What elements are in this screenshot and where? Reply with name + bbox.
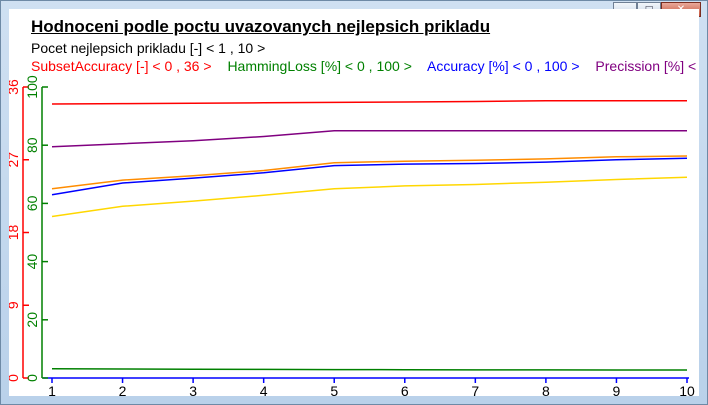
x-tick-label-8: 8 [542, 383, 550, 396]
series-line-series-5 [51, 176, 688, 218]
chart-area: Hodnoceni podle poctu uvazovanych nejlep… [9, 9, 699, 396]
series-line-hammingloss [51, 367, 687, 371]
y-tick-label-subsetaccuracy-36: 36 [9, 79, 21, 95]
series-line-accuracy [51, 157, 688, 196]
x-tick-label-3: 3 [189, 383, 197, 396]
x-tick-label-4: 4 [260, 383, 268, 396]
y-tick-label-hammingloss-100: 100 [24, 75, 40, 99]
y-tick-label-subsetaccuracy-0: 0 [9, 374, 21, 382]
legend-entry-subsetaccuracy: SubsetAccuracy [-] < 0 , 36 > [31, 58, 212, 74]
line-chart: 1234567891009182736020406080100 [9, 75, 695, 396]
x-tick-label-2: 2 [119, 383, 127, 396]
y-tick-label-hammingloss-60: 60 [24, 195, 40, 211]
y-tick-label-hammingloss-80: 80 [24, 137, 40, 153]
y-tick-label-subsetaccuracy-9: 9 [9, 301, 21, 309]
chart-title: Hodnoceni podle poctu uvazovanych nejlep… [31, 17, 491, 36]
series-line-precission [51, 129, 687, 148]
y-tick-label-hammingloss-40: 40 [24, 254, 40, 270]
series-line-series-4 [51, 155, 688, 190]
y-tick-label-subsetaccuracy-18: 18 [9, 225, 21, 241]
x-tick-label-1: 1 [48, 383, 56, 396]
y-tick-label-subsetaccuracy-27: 27 [9, 152, 21, 168]
series-line-subsetaccuracy [51, 99, 687, 105]
x-tick-label-10: 10 [679, 383, 695, 396]
legend-entry-precission: Precission [%] < 0 , 100 > [595, 58, 699, 74]
x-tick-label-6: 6 [401, 383, 409, 396]
legend-entry-accuracy: Accuracy [%] < 0 , 100 > [427, 58, 580, 74]
x-tick-label-9: 9 [613, 383, 621, 396]
x-axis-label: Pocet nejlepsich prikladu [-] < 1 , 10 > [31, 40, 266, 56]
x-tick-label-5: 5 [330, 383, 338, 396]
y-tick-label-hammingloss-20: 20 [24, 312, 40, 328]
y-tick-label-hammingloss-0: 0 [24, 374, 40, 382]
legend-entry-hammingloss: HammingLoss [%] < 0 , 100 > [227, 58, 412, 74]
legend: SubsetAccuracy [-] < 0 , 36 > HammingLos… [31, 58, 699, 74]
x-tick-label-7: 7 [471, 383, 479, 396]
